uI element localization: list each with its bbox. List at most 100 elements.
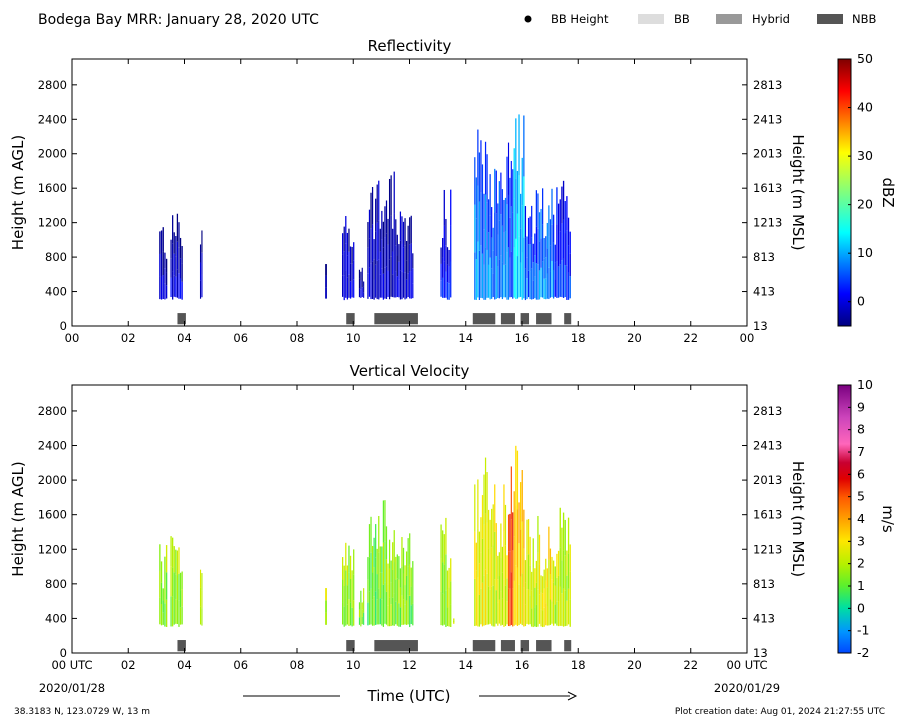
x-tick-label: 14	[458, 658, 473, 672]
echo-cell	[475, 218, 477, 260]
echo-cell	[371, 599, 374, 626]
bb-type-bar	[346, 640, 355, 652]
echo-cell	[162, 251, 164, 276]
echo-cell	[412, 603, 414, 626]
echo-cell	[367, 579, 369, 603]
echo-cell	[486, 573, 488, 625]
echo-cell	[405, 260, 408, 280]
colorbar-tick-label: 10	[857, 377, 873, 392]
echo-cell	[491, 268, 493, 299]
echo-cell	[494, 168, 496, 213]
echo-cell	[501, 189, 504, 226]
echo-cell	[368, 524, 371, 558]
echo-cell	[443, 189, 445, 226]
echo-cell	[179, 590, 182, 608]
echo-cell	[509, 588, 511, 627]
echo-cell	[521, 521, 523, 574]
x-tick-label: 06	[233, 658, 248, 672]
echo-cell	[371, 572, 374, 600]
echo-cell	[367, 222, 369, 248]
echo-cell	[523, 548, 525, 588]
echo-cell	[483, 524, 485, 576]
bb-type-bar	[177, 313, 186, 325]
x-tick-label: 22	[683, 331, 698, 345]
echo-cell	[500, 591, 502, 626]
echo-cell	[554, 604, 556, 624]
echo-cell	[534, 233, 536, 256]
echo-cell	[412, 253, 414, 269]
precip-column	[367, 515, 383, 626]
echo-cell	[554, 279, 556, 297]
echo-cell	[519, 529, 522, 577]
echo-cell	[486, 202, 488, 250]
echo-cell	[345, 542, 347, 571]
echo-cell	[526, 236, 528, 258]
echo-cell	[170, 536, 172, 567]
echo-cell	[491, 237, 493, 269]
echo-cell	[409, 271, 411, 299]
bb-type-bar	[564, 640, 572, 652]
echo-cell	[453, 622, 455, 624]
precip-column	[159, 544, 168, 627]
echo-cell	[342, 602, 344, 625]
echo-cell	[448, 587, 450, 607]
echo-cell	[503, 232, 505, 265]
echo-cell	[404, 218, 406, 246]
echo-cell	[395, 245, 397, 272]
echo-cell	[384, 267, 386, 299]
echo-cell	[410, 605, 412, 625]
echo-cell	[399, 607, 402, 627]
echo-cell	[489, 589, 491, 624]
echo-cell	[387, 605, 389, 627]
echo-cell	[474, 484, 476, 532]
echo-cell	[515, 565, 517, 625]
echo-cell	[475, 570, 477, 599]
echo-cell	[507, 514, 510, 552]
echo-cell	[518, 584, 520, 626]
echo-cell	[201, 230, 203, 253]
echo-cell	[448, 607, 450, 627]
echo-cell	[178, 547, 180, 574]
echo-cell	[500, 255, 502, 298]
x-tick-label: 06	[233, 331, 248, 345]
echo-cell	[562, 512, 565, 551]
echo-cell	[507, 247, 510, 300]
precip-column	[440, 189, 452, 300]
echo-cell	[179, 237, 182, 259]
echo-cell	[506, 252, 508, 300]
echo-cell	[445, 554, 447, 591]
echo-cell	[549, 548, 552, 575]
precip-echo-layer	[159, 114, 571, 301]
precip-column	[513, 114, 525, 300]
echo-cell	[477, 185, 479, 242]
echo-cell	[390, 582, 392, 605]
echo-cell	[363, 286, 365, 293]
echo-cell	[561, 223, 563, 261]
echo-cell	[512, 212, 514, 256]
y-tick-label: 400	[45, 611, 67, 625]
precip-column	[538, 526, 553, 628]
echo-cell	[504, 545, 507, 586]
echo-cell	[478, 250, 481, 300]
echo-cell	[399, 211, 402, 241]
echo-cell	[396, 255, 398, 277]
echo-cell	[375, 264, 377, 298]
echo-cell	[551, 556, 553, 580]
echo-cell	[176, 550, 179, 576]
echo-cell	[523, 176, 525, 238]
echo-cell	[446, 570, 449, 590]
echo-cell	[440, 247, 442, 264]
echo-cell	[361, 609, 363, 617]
echo-cell	[521, 470, 523, 522]
echo-cell	[450, 261, 452, 298]
echo-cell	[390, 256, 392, 297]
echo-cell	[494, 531, 496, 580]
echo-cell	[484, 194, 487, 248]
echo-cell	[564, 519, 566, 556]
echo-cell	[546, 222, 548, 249]
echo-cell	[373, 259, 375, 280]
x-tick-label: 18	[571, 658, 586, 672]
echo-cell	[172, 567, 174, 597]
echo-cell	[545, 236, 547, 258]
echo-cell	[175, 599, 177, 624]
